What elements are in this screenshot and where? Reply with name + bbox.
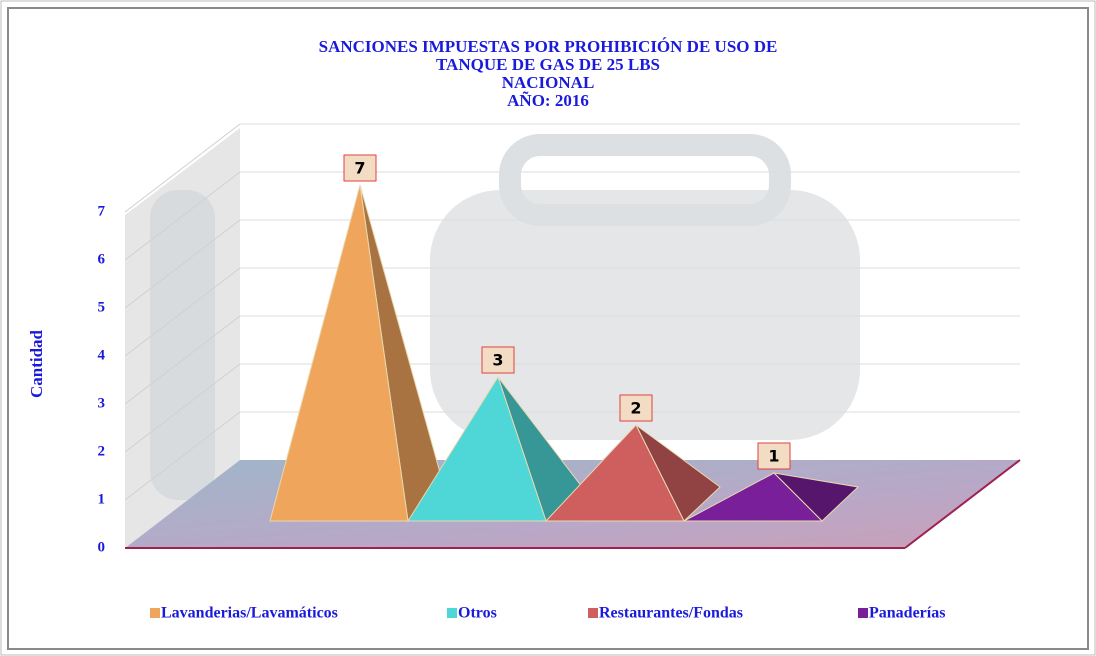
chart-title: NACIONAL (502, 73, 595, 92)
y-tick-label: 5 (98, 299, 106, 315)
legend-label: Restaurantes/Fondas (599, 605, 743, 622)
y-axis-label: Cantidad (27, 329, 46, 398)
y-tick-label: 6 (98, 251, 106, 267)
chart: SANCIONES IMPUESTAS POR PROHIBICIÓN DE U… (0, 0, 1096, 656)
chart-title: TANQUE DE GAS DE 25 LBS (436, 55, 660, 74)
legend-marker (588, 608, 598, 618)
y-tick-label: 2 (98, 443, 106, 459)
y-tick-label: 3 (98, 395, 106, 411)
y-tick-label: 7 (98, 203, 106, 219)
legend-label: Lavanderias/Lavamáticos (161, 605, 338, 622)
chart-title: SANCIONES IMPUESTAS POR PROHIBICIÓN DE U… (319, 37, 778, 56)
y-tick-label: 0 (98, 539, 106, 555)
legend-marker (150, 608, 160, 618)
y-tick-label: 1 (98, 491, 106, 507)
value-label: 3 (492, 351, 503, 370)
y-tick-label: 4 (98, 347, 106, 363)
tank-image (150, 190, 215, 500)
value-label: 2 (630, 399, 641, 418)
legend-label: Panaderías (869, 605, 945, 622)
legend-marker (447, 608, 457, 618)
value-label: 1 (768, 447, 779, 466)
legend-label: Otros (458, 605, 497, 622)
value-label: 7 (354, 159, 365, 178)
legend-marker (858, 608, 868, 618)
chart-title: AÑO: 2016 (507, 91, 589, 110)
